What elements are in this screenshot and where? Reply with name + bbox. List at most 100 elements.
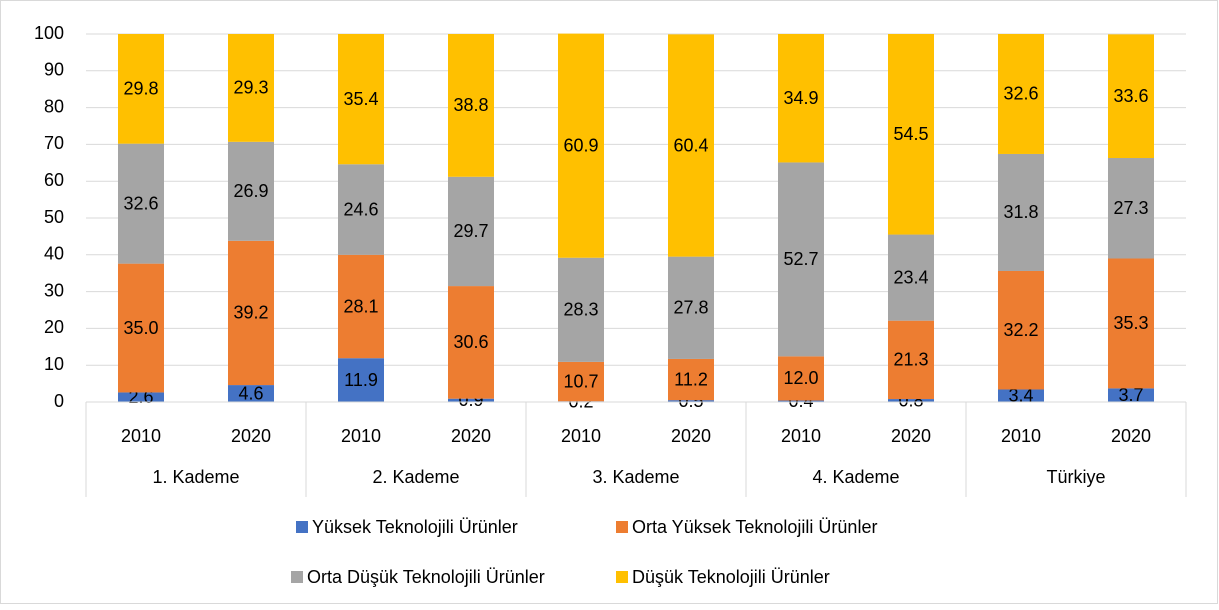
data-label: 33.6 — [1113, 86, 1148, 106]
bar-segment — [668, 256, 714, 359]
y-tick-label: 0 — [54, 391, 64, 411]
data-label: 32.2 — [1003, 320, 1038, 340]
bar-segment — [668, 358, 714, 401]
data-label: 4.6 — [238, 383, 263, 403]
data-label: 29.8 — [123, 79, 158, 99]
data-label: 39.2 — [233, 303, 268, 323]
legend-label: Orta Yüksek Teknolojili Ürünler — [632, 517, 877, 537]
bar-segment — [668, 400, 714, 402]
bar-segment — [888, 399, 934, 402]
bar-segment — [778, 400, 824, 402]
group-label: 4. Kademe — [812, 467, 899, 487]
data-label: 29.3 — [233, 78, 268, 98]
bar-segment — [338, 164, 384, 255]
bar-segment — [338, 358, 384, 402]
data-label: 35.0 — [123, 318, 158, 338]
data-label: 21.3 — [893, 350, 928, 370]
bar-segment — [778, 162, 824, 357]
data-label: 52.7 — [783, 249, 818, 269]
bar-segment — [778, 356, 824, 401]
data-label: 24.6 — [343, 199, 378, 219]
bar-segment — [1108, 158, 1154, 259]
bar-segment — [448, 286, 494, 399]
bar-segment — [228, 141, 274, 241]
bar-segment — [338, 254, 384, 359]
y-tick-label: 40 — [44, 244, 64, 264]
bar-segment — [228, 34, 274, 142]
group-label: 1. Kademe — [152, 467, 239, 487]
bar-segment — [998, 34, 1044, 154]
data-label: 10.7 — [563, 371, 598, 391]
data-label: 28.1 — [343, 296, 378, 316]
y-tick-label: 50 — [44, 207, 64, 227]
x-tick-label: 2020 — [451, 426, 491, 446]
data-label: 11.9 — [344, 370, 378, 390]
legend-label: Orta Düşük Teknolojili Ürünler — [307, 567, 545, 587]
group-label: 2. Kademe — [372, 467, 459, 487]
data-label: 31.8 — [1003, 202, 1038, 222]
x-tick-label: 2010 — [1001, 426, 1041, 446]
bar-segment — [998, 153, 1044, 271]
x-tick-label: 2020 — [671, 426, 711, 446]
bar-segment — [228, 240, 274, 386]
x-tick-label: 2020 — [1111, 426, 1151, 446]
bar-segment — [1108, 258, 1154, 389]
y-tick-label: 90 — [44, 60, 64, 80]
y-tick-label: 10 — [44, 354, 64, 374]
bar-segment — [118, 392, 164, 402]
data-label: 32.6 — [123, 193, 158, 213]
data-label: 35.4 — [343, 89, 378, 109]
bar-segment — [668, 34, 714, 257]
y-tick-label: 30 — [44, 280, 64, 300]
data-label: 3.4 — [1008, 385, 1033, 405]
bar-segment — [118, 263, 164, 393]
bar-segment — [888, 320, 934, 400]
y-tick-label: 100 — [34, 23, 64, 43]
bar-segment — [1108, 388, 1154, 402]
data-label: 23.4 — [893, 267, 928, 287]
data-label: 26.9 — [233, 181, 268, 201]
data-label: 27.3 — [1113, 198, 1148, 218]
data-label: 28.3 — [563, 300, 598, 320]
bar-segment — [118, 143, 164, 264]
bar-segment — [118, 34, 164, 144]
x-tick-label: 2010 — [121, 426, 161, 446]
group-label: 3. Kademe — [592, 467, 679, 487]
x-tick-label: 2020 — [231, 426, 271, 446]
group-label: Türkiye — [1046, 467, 1105, 487]
data-label: 38.8 — [453, 95, 488, 115]
y-tick-label: 70 — [44, 133, 64, 153]
data-label: 29.7 — [453, 221, 488, 241]
legend-swatch — [296, 521, 308, 533]
y-tick-label: 80 — [44, 96, 64, 116]
bar-segment — [998, 270, 1044, 390]
legend-swatch — [616, 521, 628, 533]
bar-segment — [558, 33, 604, 258]
data-label: 60.4 — [673, 135, 708, 155]
bar-segment — [888, 234, 934, 321]
bar-segment — [1108, 34, 1154, 159]
y-tick-label: 20 — [44, 317, 64, 337]
legend-label: Düşük Teknolojili Ürünler — [632, 567, 830, 587]
y-tick-label: 60 — [44, 170, 64, 190]
bar-segment — [448, 398, 494, 402]
x-tick-label: 2010 — [781, 426, 821, 446]
data-label: 27.8 — [673, 298, 708, 318]
data-label: 34.9 — [783, 88, 818, 108]
x-tick-label: 2010 — [561, 426, 601, 446]
bar-segment — [448, 176, 494, 287]
data-label: 12.0 — [783, 368, 818, 388]
bar-segment — [778, 34, 824, 163]
bar-segment — [888, 34, 934, 235]
data-label: 54.5 — [893, 124, 928, 144]
data-label: 3.7 — [1118, 385, 1143, 405]
x-tick-label: 2020 — [891, 426, 931, 446]
data-label: 30.6 — [453, 332, 488, 352]
bar-segment — [448, 34, 494, 177]
x-tick-label: 2010 — [341, 426, 381, 446]
bar-segment — [338, 34, 384, 165]
data-label: 60.9 — [563, 135, 598, 155]
data-label: 11.2 — [674, 369, 708, 389]
legend-label: Yüksek Teknolojili Ürünler — [312, 517, 518, 537]
